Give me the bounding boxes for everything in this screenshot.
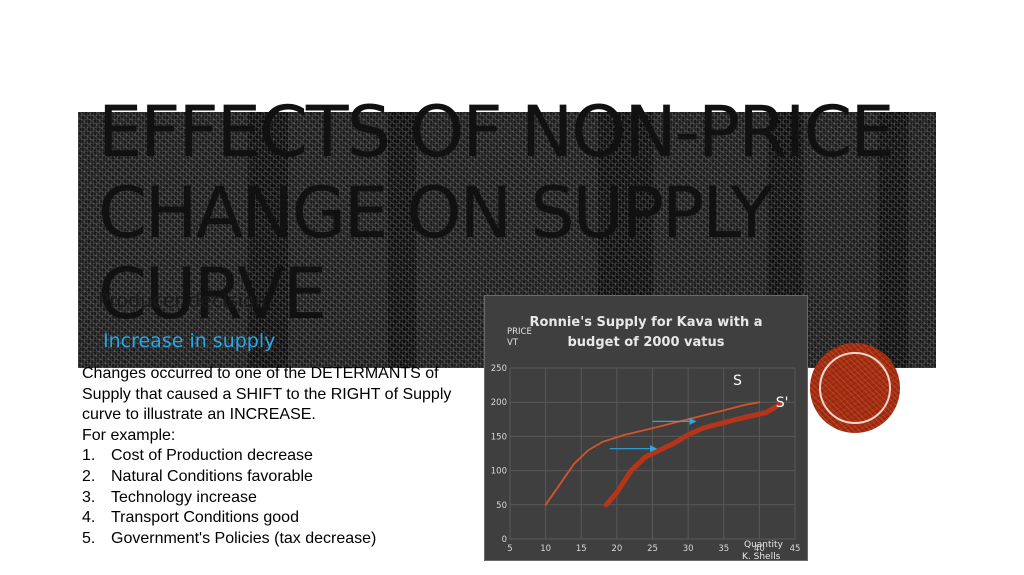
x-tick-label: 40 [754,544,765,554]
x-tick-label: 35 [718,544,729,554]
y-tick-label: 100 [491,467,507,477]
series-line-s-prime [603,401,784,508]
list-item: 1. Cost of Production decrease [82,446,482,467]
list-number: 5. [82,529,96,547]
list-text: Government's Policies (tax decrease) [111,529,377,547]
y-tick-label: 50 [496,501,507,511]
series-line-s [544,401,761,506]
list-text: Transport Conditions good [111,509,299,527]
body-text: Changes occurred to one of the DETERMANT… [82,364,482,549]
chart-series: S S' [544,373,789,508]
body-intro: Changes occurred to one of the DETERMANT… [82,365,452,424]
list-number: 3. [82,488,96,506]
chart-title-line-2: budget of 2000 vatus [567,335,724,350]
x-tick-label: 20 [611,544,622,554]
y-axis-label-line-1: PRICE [507,327,532,337]
x-tick-label: 5 [507,544,512,554]
list-item: 3. Technology increase [82,488,482,509]
list-number: 2. [82,467,96,485]
x-tick-label: 15 [576,544,587,554]
supply-chart-svg: 0 50 100 150 200 250 5 10 15 20 25 30 35 40 45 S S' Ron… [491,315,801,560]
list-text: Natural Conditions favorable [111,467,313,485]
list-text: Cost of Production decrease [111,447,313,465]
x-tick-label: 30 [683,544,694,554]
list-item: 4. Transport Conditions good [82,508,482,529]
example-list: 1. Cost of Production decrease 2. Natural … [82,446,482,549]
slide-title: EFFECTS OF NON-PRICE CHANGE ON SUPPLY CU… [98,91,895,335]
series-label-s-prime: S' [776,395,789,411]
chart-title-line-1: Ronnie's Supply for Kava with a [529,315,762,330]
y-tick-label: 0 [502,535,507,545]
subtitle-increase-in-supply: Increase in supply [103,330,276,352]
x-axis-label: Quantity [744,540,784,550]
supply-chart: 0 50 100 150 200 250 5 10 15 20 25 30 35 40 45 S S' Ron… [484,295,808,561]
chart-arrows [609,417,697,453]
list-item: 5. Government's Policies (tax decrease) [82,529,482,550]
subtitle-producer-decision: Producer decision [98,290,267,312]
list-text: Technology increase [111,488,257,506]
badge-ring [819,352,891,424]
x-tick-label: 25 [647,544,658,554]
x-tick-label: 45 [790,544,801,554]
list-number: 1. [82,447,96,465]
chart-grid [509,367,796,540]
y-tick-label: 250 [491,364,507,374]
y-tick-label: 150 [491,432,507,442]
example-label: For example: [82,426,176,444]
x-tick-label: 10 [540,544,551,554]
chart-credit: K. Shells [742,552,781,560]
series-label-s: S [733,373,742,389]
y-axis-label-line-2: VT [507,338,519,348]
list-number: 4. [82,509,96,527]
chart-axes: 0 50 100 150 200 250 5 10 15 20 25 30 35 40 45 [491,364,801,554]
list-item: 2. Natural Conditions favorable [82,467,482,488]
decorative-badge [810,343,900,433]
y-tick-label: 200 [491,398,507,408]
